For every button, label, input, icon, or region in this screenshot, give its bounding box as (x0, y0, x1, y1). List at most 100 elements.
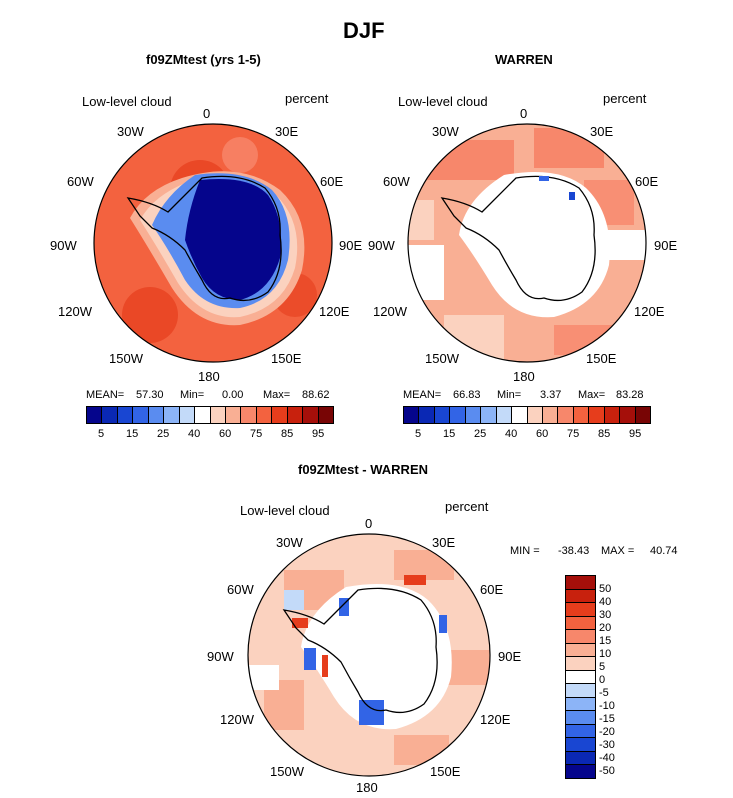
panel1-colorbar-swatch (318, 407, 333, 423)
panel3-field-patch (359, 700, 384, 725)
panel1-lon-label: 180 (198, 369, 220, 384)
panel3-colorbar-tick: 20 (599, 622, 612, 634)
panel2-colorbar-swatch (496, 407, 513, 423)
panel2-lon-label: 0 (520, 106, 528, 121)
panel3-colorbar-tick: -10 (599, 700, 615, 712)
panel2-colorbar-swatch (465, 407, 482, 423)
panel1-max-value: 88.62 (302, 389, 330, 401)
panel3-colorbar-swatch (566, 765, 595, 778)
panel3-polar-map (247, 533, 491, 777)
panel3-colorbar-tick: -15 (599, 713, 615, 725)
panel3-lon-label: 0 (365, 516, 373, 531)
panel2-min-value: 3.37 (540, 389, 562, 401)
panel3-units-label: percent (445, 499, 489, 514)
panel1-title: f09ZMtest (yrs 1-5) (146, 52, 261, 67)
panel1-lon-label: 120E (319, 304, 350, 319)
panel2-mean-value: 66.83 (453, 389, 481, 401)
panel1-colorbar-swatch (195, 407, 211, 423)
panel2-lon-label: 120W (373, 304, 407, 319)
panel2-missing-area (408, 245, 444, 300)
panel2-variable-label: Low-level cloud (398, 94, 488, 109)
panel1-lon-label: 90E (339, 238, 363, 253)
panel3-lon-label: 150E (430, 764, 461, 779)
panel3-map-border (247, 533, 491, 777)
panel2-lon-label: 30E (590, 124, 614, 139)
panel2-mean-label: MEAN= (403, 389, 442, 401)
panel2-colorbar-swatch (558, 407, 574, 423)
panel2-colorbar-tick: 5 (415, 428, 422, 440)
panel1-colorbar-swatch (179, 407, 196, 423)
panel1-lon-label: 30W (117, 124, 144, 139)
panel1-coastline (126, 175, 282, 302)
panel3-colorbar-swatch (566, 724, 595, 739)
panel2-colorbar-swatch (542, 407, 559, 423)
panel2-max-value: 83.28 (616, 389, 644, 401)
panel2-colorbar-swatch (573, 407, 590, 423)
panel3-colorbar-swatch (566, 576, 595, 590)
panel1-colorbar-swatch (272, 407, 288, 423)
panel2-lon-label: 150W (425, 351, 459, 366)
panel1-lon-label: 150E (271, 351, 302, 366)
panel3-colorbar-swatch (566, 684, 595, 698)
panel1-colorbar (86, 406, 334, 424)
panel2-colorbar-tick: 40 (505, 428, 518, 440)
panel3-colorbar-swatch (566, 751, 595, 766)
panel3-colorbar-tick: -5 (599, 687, 609, 699)
panel1-lon-label: 0 (203, 106, 211, 121)
panel3-colorbar-tick: -20 (599, 726, 615, 738)
panel2-colorbar-swatch (604, 407, 621, 423)
panel3-field-patch (292, 618, 308, 628)
panel2-lon-label: 180 (513, 369, 535, 384)
panel2-field-patch (569, 192, 575, 200)
panel1-field-patch (122, 287, 178, 343)
panel2-colorbar-swatch (404, 407, 420, 423)
panel2-lon-label: 150E (586, 351, 617, 366)
panel3-lon-label: 120E (480, 712, 511, 727)
panel2-colorbar-tick: 15 (443, 428, 456, 440)
panel3-colorbar-tick: 30 (599, 609, 612, 621)
panel1-lon-label: 60E (320, 174, 344, 189)
panel3-colorbar-swatch (566, 711, 595, 725)
panel3-lon-label: 60E (480, 582, 504, 597)
panel1-colorbar-swatch (210, 407, 226, 423)
panel2-units-label: percent (603, 91, 647, 106)
panel1-colorbar-swatch (117, 407, 134, 423)
panel1-colorbar-tick: 5 (98, 428, 105, 440)
panel2-field-patch (539, 176, 549, 181)
panel1-colorbar-swatch (241, 407, 257, 423)
panel2-field-patch (424, 140, 514, 180)
panel2-colorbar-tick: 85 (598, 428, 611, 440)
panel1-colorbar-tick: 75 (250, 428, 263, 440)
panel3-lon-label: 30W (276, 535, 303, 550)
panel1-colorbar-swatch (102, 407, 118, 423)
panel3-field-patch (304, 648, 316, 670)
panel3-colorbar-swatch (566, 738, 595, 752)
panel3-colorbar-swatch (566, 697, 595, 712)
panel2-colorbar-tick: 75 (567, 428, 580, 440)
panel3-colorbar-tick: 40 (599, 596, 612, 608)
panel2-lon-label: 90W (368, 238, 395, 253)
panel2-map-border (407, 123, 647, 363)
panel2-polar-map (407, 123, 647, 363)
panel1-min-label: Min= (180, 389, 205, 401)
panel1-map-border (93, 123, 333, 363)
panel3-min-value: -38.43 (558, 545, 590, 557)
panel3-lon-label: 180 (356, 780, 378, 795)
panel3-field-patch (439, 615, 447, 633)
panel1-min-value: 0.00 (222, 389, 244, 401)
panel1-variable-label: Low-level cloud (82, 94, 172, 109)
panel3-min-label: MIN = (510, 545, 540, 557)
panel1-colorbar-tick: 25 (157, 428, 170, 440)
panel3-colorbar-swatch (566, 643, 595, 658)
panel3-field-patch (404, 575, 426, 585)
panel2-colorbar-tick: 25 (474, 428, 487, 440)
panel3-coastline (282, 587, 438, 714)
panel1-colorbar-swatch (148, 407, 165, 423)
panel1-colorbar-swatch (133, 407, 149, 423)
panel3-lon-label: 90W (207, 649, 234, 664)
panel2-colorbar-tick: 60 (536, 428, 549, 440)
panel2-colorbar-swatch (419, 407, 435, 423)
panel2-missing-area (459, 171, 610, 318)
panel2-colorbar-tick: 95 (629, 428, 642, 440)
panel1-lon-label: 120W (58, 304, 92, 319)
